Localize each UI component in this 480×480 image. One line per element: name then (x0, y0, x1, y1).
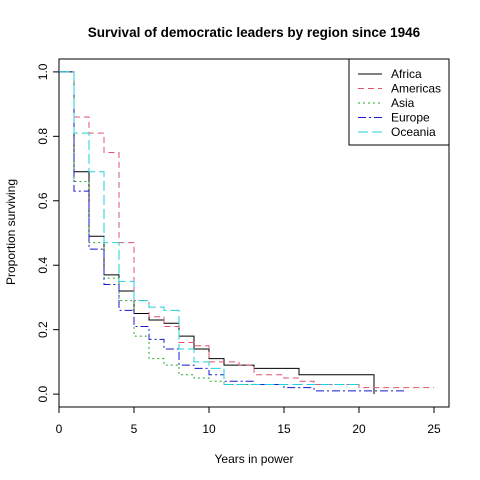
legend-label: Oceania (391, 125, 436, 139)
x-tick-label: 25 (427, 422, 441, 436)
x-tick-label: 20 (352, 422, 366, 436)
legend-box (348, 58, 450, 146)
y-tick-label: 0.6 (36, 192, 50, 209)
x-tick-label: 5 (131, 422, 138, 436)
series-line-oceania (59, 71, 359, 385)
y-tick-label: 0.8 (36, 128, 50, 145)
x-tick-label: 0 (56, 422, 63, 436)
legend-label: Africa (391, 67, 422, 81)
y-tick-label: 0.0 (36, 385, 50, 402)
y-tick-label: 0.2 (36, 321, 50, 338)
series-layer (59, 71, 434, 395)
legend-label: Asia (391, 96, 415, 110)
x-tick-label: 10 (202, 422, 216, 436)
y-tick-label: 1.0 (36, 63, 50, 80)
y-tick-label: 0.4 (36, 257, 50, 274)
axes-layer: 0 5 10 15 20 25 0.0 0.2 0.4 0.6 0.8 1.0 (36, 63, 441, 436)
y-axis-label: Proportion surviving (4, 179, 18, 285)
legend-label: Europe (391, 111, 430, 125)
series-line-africa (59, 71, 375, 395)
chart-title: Survival of democratic leaders by region… (88, 25, 421, 40)
legend-label: Americas (391, 82, 441, 96)
series-line-asia (59, 71, 254, 385)
series-line-americas (59, 71, 434, 389)
x-axis-label: Years in power (215, 452, 294, 466)
x-tick-label: 15 (277, 422, 291, 436)
